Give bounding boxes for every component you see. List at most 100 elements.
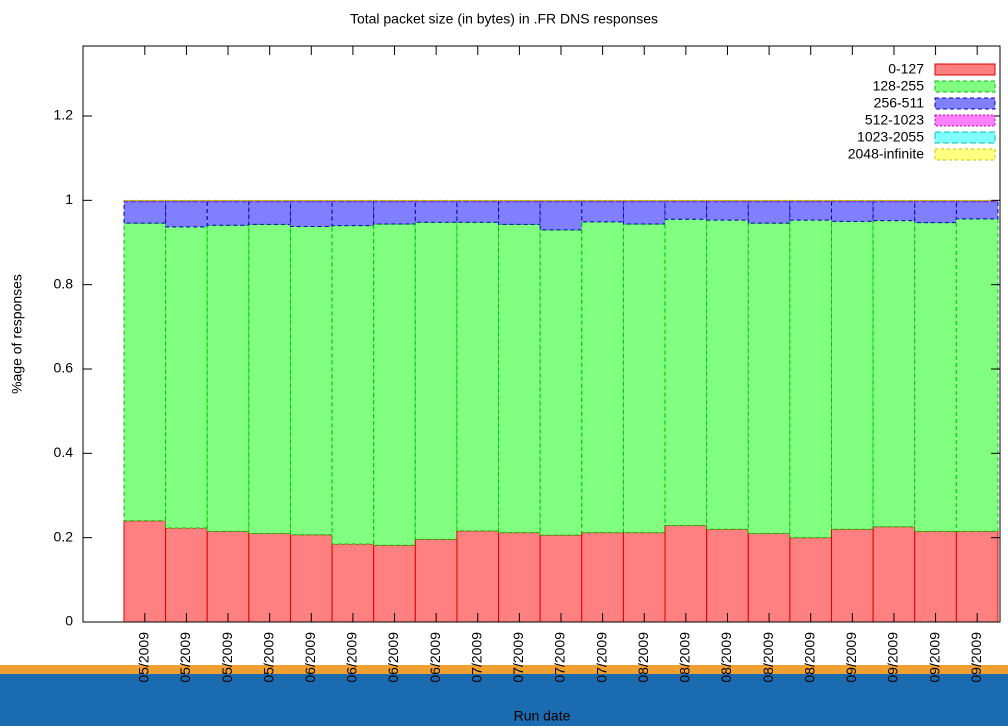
bar-segment [456, 221, 500, 532]
bar-segment [789, 537, 833, 623]
bar-segment [706, 528, 749, 623]
legend-swatch [934, 114, 996, 127]
y-axis-label: %age of responses [9, 274, 25, 394]
bar-segment [622, 201, 666, 225]
bar-segment [206, 224, 250, 532]
bar-segment [747, 201, 791, 224]
bar-segment [622, 532, 666, 623]
x-tick-label: 09/2009 [843, 632, 859, 683]
x-tick-label: 08/2009 [801, 632, 817, 683]
bar-segment [831, 220, 874, 530]
bar-segment [206, 201, 250, 226]
x-axis-label: Run date [514, 708, 571, 724]
legend-swatch [934, 148, 996, 161]
y-tick-label: 1.2 [54, 107, 74, 123]
bar-segment [747, 532, 791, 623]
bar-segment [539, 229, 583, 536]
x-tick-label: 08/2009 [718, 632, 734, 683]
legend-label: 256-511 [874, 95, 925, 111]
legend-swatch [934, 131, 996, 144]
x-tick-label: 05/2009 [260, 632, 276, 683]
x-tick-label: 07/2009 [552, 632, 568, 683]
x-tick-label: 06/2009 [302, 632, 318, 683]
bar-segment [248, 223, 291, 534]
bar-segment [123, 520, 167, 623]
bar-segment [498, 201, 541, 225]
x-tick-label: 05/2009 [136, 632, 152, 683]
x-tick-label: 09/2009 [968, 632, 984, 683]
plot-frame [82, 45, 1001, 623]
bar-segment [373, 201, 416, 225]
y-tick-label: 0.2 [54, 528, 74, 544]
legend-label: 0-127 [888, 61, 924, 77]
bar-segment [581, 221, 624, 534]
x-tick-label: 07/2009 [468, 632, 484, 683]
bar-segment [914, 201, 957, 224]
bar-segment [289, 225, 333, 536]
bar-segment [581, 532, 624, 623]
bar-segment [165, 201, 208, 228]
bar-segment [831, 201, 874, 222]
x-tick-label: 06/2009 [427, 632, 443, 683]
bar-segment [914, 530, 957, 623]
legend-swatch [934, 80, 996, 93]
bar-segment [165, 226, 208, 529]
y-tick-label: 0 [65, 613, 73, 629]
bar-segment [414, 221, 458, 540]
bar-segment [747, 222, 791, 534]
bar-segment [165, 527, 208, 623]
bar-segment [539, 534, 583, 623]
bar-segment [955, 530, 999, 623]
legend-label: 2048-infinite [848, 146, 924, 162]
bar-segment [498, 532, 541, 623]
bar-segment [539, 201, 583, 231]
x-tick-label: 07/2009 [593, 632, 609, 683]
bar-segment [373, 223, 416, 546]
x-tick-label: 07/2009 [510, 632, 526, 683]
bar-segment [789, 201, 833, 221]
x-tick-label: 06/2009 [344, 632, 360, 683]
legend-swatch [934, 97, 996, 110]
bar-segment [789, 219, 833, 539]
bar-segment [373, 544, 416, 623]
x-tick-label: 08/2009 [635, 632, 651, 683]
bar-segment [872, 220, 916, 528]
bar-segment [498, 223, 541, 534]
bar-segment [331, 201, 375, 227]
bar-segment [456, 201, 500, 223]
bar-segment [123, 222, 167, 522]
bar-segment [664, 218, 708, 526]
bar-segment [664, 524, 708, 623]
bar-segment [248, 532, 291, 623]
bar-segment [581, 201, 624, 223]
bar-segment [456, 530, 500, 623]
bar-segment [206, 530, 250, 623]
x-tick-label: 05/2009 [177, 632, 193, 683]
bar-segment [872, 526, 916, 623]
x-tick-label: 09/2009 [885, 632, 901, 683]
bar-segment [914, 222, 957, 532]
legend-label: 128-255 [873, 78, 925, 94]
blue-band [0, 674, 1008, 726]
bar-segment [622, 223, 666, 534]
bar-segment [706, 219, 749, 530]
legend-label: 512-1023 [865, 112, 924, 128]
bar-segment [248, 201, 291, 225]
x-tick-label: 09/2009 [926, 632, 942, 683]
x-tick-label: 08/2009 [677, 632, 693, 683]
bar-segment [414, 201, 458, 223]
bar-segment [955, 201, 999, 220]
bar-segment [331, 225, 375, 545]
bar-segment [289, 201, 333, 227]
bar-segment [872, 201, 916, 222]
x-tick-label: 05/2009 [219, 632, 235, 683]
legend-label: 1023-2055 [857, 129, 924, 145]
bar-segment [331, 543, 375, 623]
y-tick-label: 0.6 [54, 360, 74, 376]
legend-swatch [934, 63, 996, 76]
bar-segment [289, 534, 333, 623]
y-tick-label: 0.8 [54, 275, 74, 291]
y-tick-label: 1 [65, 191, 73, 207]
bar-segment [955, 218, 999, 532]
